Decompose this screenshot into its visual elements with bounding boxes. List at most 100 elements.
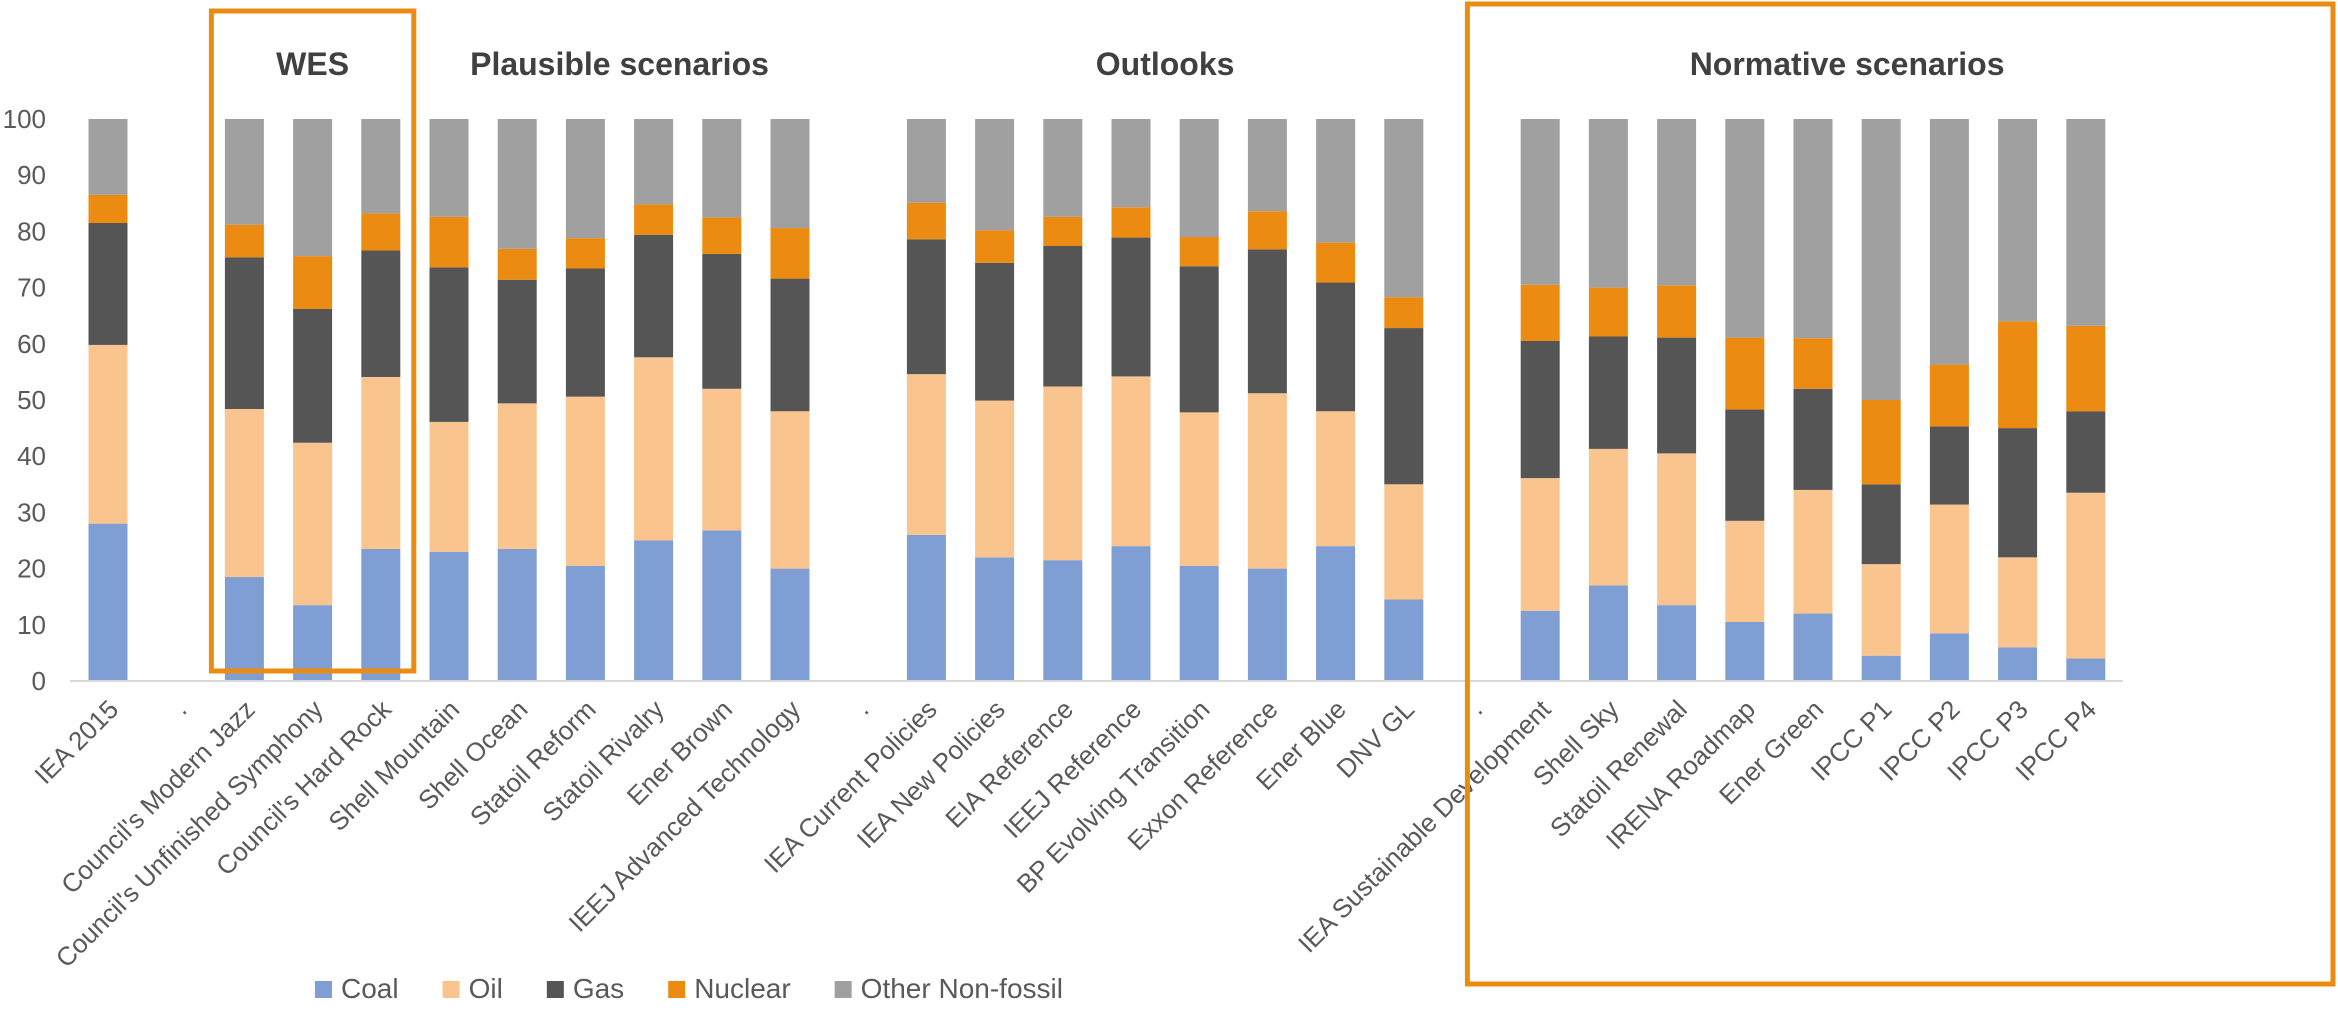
bar-segment-gas	[1112, 238, 1151, 377]
bar-segment-coal	[2066, 659, 2105, 681]
y-tick-label: 90	[17, 160, 46, 190]
bar-segment-oil	[566, 397, 605, 566]
bar-segment-other-non-fossil	[634, 119, 673, 204]
bar-segment-oil	[1384, 484, 1423, 599]
bar-segment-gas	[1725, 410, 1764, 521]
bar-segment-nuclear	[1384, 297, 1423, 328]
bar-segment-nuclear	[225, 225, 264, 258]
bar-segment-other-non-fossil	[225, 119, 264, 225]
bar-segment-oil	[907, 374, 946, 535]
bar-segment-coal	[907, 535, 946, 681]
bar-segment-coal	[1930, 633, 1969, 681]
bar-segment-oil	[1794, 490, 1833, 614]
bar-segment-coal	[1180, 566, 1219, 681]
bar-segment-nuclear	[1521, 285, 1560, 341]
bar-segment-gas	[1248, 249, 1287, 393]
y-tick-label: 50	[17, 385, 46, 415]
bar-segment-gas	[1180, 266, 1219, 412]
bar-segment-nuclear	[907, 203, 946, 240]
bar-segment-gas	[1589, 336, 1628, 448]
y-tick-label: 100	[3, 104, 46, 134]
bar-segment-coal	[498, 549, 537, 681]
bar-segment-nuclear	[1589, 288, 1628, 337]
bar-segment-gas	[1794, 389, 1833, 490]
bar-segment-oil	[771, 411, 810, 568]
bar-segment-other-non-fossil	[1657, 119, 1696, 285]
bar-segment-gas	[771, 279, 810, 412]
bar-segment-oil	[1998, 557, 2037, 647]
bar-segment-nuclear	[771, 228, 810, 279]
y-tick-label: 30	[17, 497, 46, 527]
bar-segment-nuclear	[1862, 400, 1901, 484]
bar-segment-coal	[1521, 611, 1560, 681]
legend-swatch	[835, 981, 852, 998]
bar-segment-nuclear	[1657, 285, 1696, 337]
bar-segment-other-non-fossil	[702, 119, 741, 217]
y-tick-label: 80	[17, 216, 46, 246]
bar-segment-other-non-fossil	[1384, 119, 1423, 297]
bar-segment-coal	[975, 557, 1014, 681]
bar-segment-other-non-fossil	[1112, 119, 1151, 207]
y-tick-label: 0	[32, 666, 46, 696]
y-tick-label: 40	[17, 441, 46, 471]
bar-segment-gas	[361, 251, 400, 377]
bar-segment-gas	[1930, 426, 1969, 504]
bar-segment-coal	[1384, 600, 1423, 681]
bar-segment-oil	[1112, 376, 1151, 546]
bar-segment-nuclear	[1998, 321, 2037, 428]
bar-segment-other-non-fossil	[430, 119, 469, 217]
legend-label: Coal	[341, 973, 399, 1004]
bar-segment-other-non-fossil	[1248, 119, 1287, 211]
bar-segment-oil	[1930, 505, 1969, 634]
bar-segment-oil	[702, 389, 741, 531]
bar-segment-coal	[1862, 656, 1901, 681]
bar-segment-nuclear	[361, 213, 400, 250]
legend-label: Nuclear	[694, 973, 790, 1004]
bar-segment-oil	[225, 409, 264, 577]
bar-segment-other-non-fossil	[1180, 119, 1219, 237]
bar-segment-coal	[89, 524, 128, 681]
x-tick-label: IEA 2015	[28, 694, 124, 790]
legend-swatch	[547, 981, 564, 998]
bar-segment-oil	[634, 357, 673, 540]
y-tick-label: 20	[17, 554, 46, 584]
group-title: WES	[276, 46, 349, 82]
bar-segment-coal	[1657, 605, 1696, 681]
x-tick-label: .	[166, 694, 192, 720]
bar-segment-nuclear	[1112, 207, 1151, 237]
bar-segment-coal	[634, 541, 673, 682]
bar-segment-coal	[225, 577, 264, 681]
bar-segment-other-non-fossil	[1043, 119, 1082, 217]
y-tick-label: 60	[17, 329, 46, 359]
bar-segment-gas	[1521, 341, 1560, 478]
bar-segment-nuclear	[566, 238, 605, 268]
bar-segment-other-non-fossil	[1862, 119, 1901, 400]
bar-segment-oil	[293, 443, 332, 605]
bar-segment-coal	[1998, 647, 2037, 681]
bar-segment-coal	[1725, 622, 1764, 681]
legend-swatch	[315, 981, 332, 998]
bar-segment-nuclear	[634, 204, 673, 234]
bar-segment-gas	[2066, 411, 2105, 492]
bar-segment-other-non-fossil	[361, 119, 400, 213]
bar-segment-other-non-fossil	[1589, 119, 1628, 288]
bar-segment-gas	[225, 257, 264, 409]
bar-segment-oil	[430, 422, 469, 552]
group-title: Outlooks	[1096, 46, 1235, 82]
bar-segment-nuclear	[975, 230, 1014, 263]
bar-segment-coal	[771, 569, 810, 681]
bar-segment-other-non-fossil	[1725, 119, 1764, 338]
bar-segment-oil	[1657, 453, 1696, 605]
legend-swatch	[668, 981, 685, 998]
bars	[89, 119, 2106, 681]
bar-segment-other-non-fossil	[498, 119, 537, 249]
bar-segment-oil	[1316, 411, 1355, 546]
bar-segment-coal	[1043, 560, 1082, 681]
bar-segment-gas	[1998, 428, 2037, 557]
bar-segment-gas	[1043, 246, 1082, 387]
bar-segment-other-non-fossil	[2066, 119, 2105, 326]
bar-segment-gas	[1862, 484, 1901, 564]
bar-segment-other-non-fossil	[566, 119, 605, 238]
bar-segment-gas	[430, 267, 469, 422]
